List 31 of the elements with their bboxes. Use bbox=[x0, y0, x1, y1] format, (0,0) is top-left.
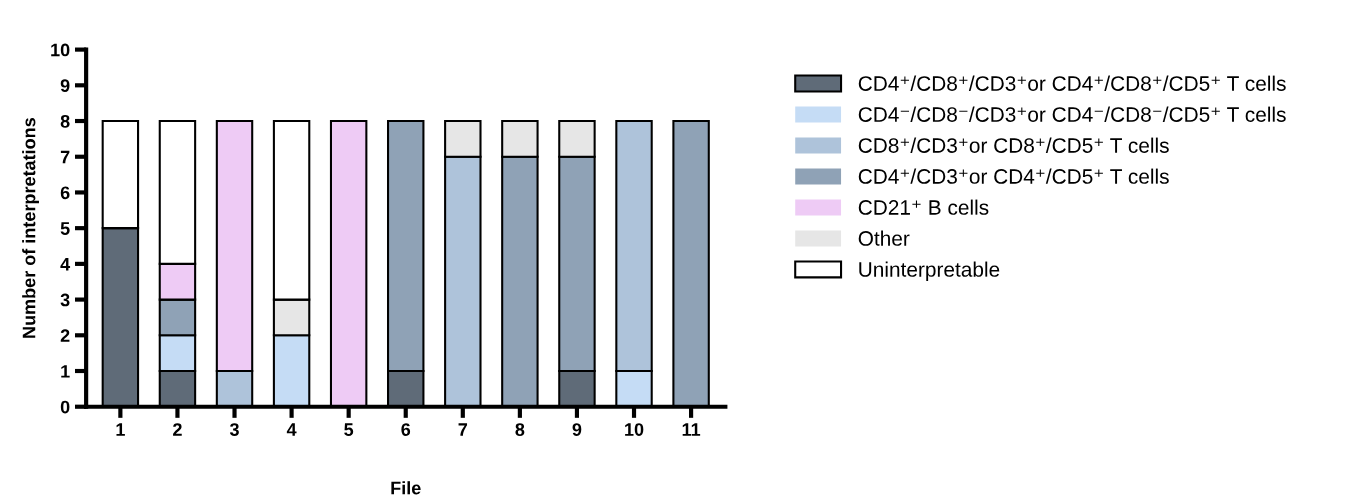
y-tick-label: 6 bbox=[60, 186, 70, 200]
x-tick-label: 9 bbox=[572, 423, 582, 436]
x-tick-label: 4 bbox=[286, 423, 297, 436]
y-tick-label: 9 bbox=[60, 79, 70, 93]
y-axis-title: Number of interpretations bbox=[22, 118, 39, 338]
y-tick-label: 10 bbox=[51, 43, 70, 57]
legend-label: CD8⁺/CD3⁺or CD8⁺/CD5⁺ T cells bbox=[858, 137, 1169, 153]
x-tick-label: 11 bbox=[682, 423, 701, 436]
legend-label: Uninterpretable bbox=[859, 261, 1000, 281]
x-tick-label: 3 bbox=[229, 423, 239, 436]
x-axis-title: File bbox=[391, 481, 421, 495]
x-tick-label: 5 bbox=[344, 423, 354, 436]
x-tick-label: 1 bbox=[116, 423, 125, 436]
legend-label: Other bbox=[858, 230, 910, 246]
y-tick-label: 4 bbox=[60, 257, 71, 271]
legend-label: CD4⁻/CD8⁻/CD3⁺or CD4⁻/CD8⁻/CD5⁺ T cells bbox=[858, 106, 1286, 122]
y-tick-label: 7 bbox=[60, 150, 70, 164]
legend-label: CD4⁺/CD3⁺or CD4⁺/CD5⁺ T cells bbox=[858, 168, 1169, 184]
y-tick-label: 1 bbox=[61, 365, 70, 378]
y-tick-label: 8 bbox=[60, 114, 70, 128]
legend-label: CD21⁺ B cells bbox=[858, 199, 989, 215]
y-tick-label: 0 bbox=[60, 400, 70, 414]
y-tick-label: 5 bbox=[60, 222, 70, 235]
y-tick-label: 2 bbox=[60, 329, 70, 342]
x-tick-label: 8 bbox=[515, 423, 525, 436]
x-tick-label: 6 bbox=[401, 423, 411, 436]
y-tick-label: 3 bbox=[60, 293, 70, 307]
x-tick-label: 10 bbox=[625, 423, 644, 436]
x-tick-label: 2 bbox=[173, 423, 182, 436]
x-tick-label: 7 bbox=[458, 423, 468, 436]
legend-label: CD4⁺/CD8⁺/CD3⁺or CD4⁺/CD8⁺/CD5⁺ T cells bbox=[858, 75, 1286, 91]
